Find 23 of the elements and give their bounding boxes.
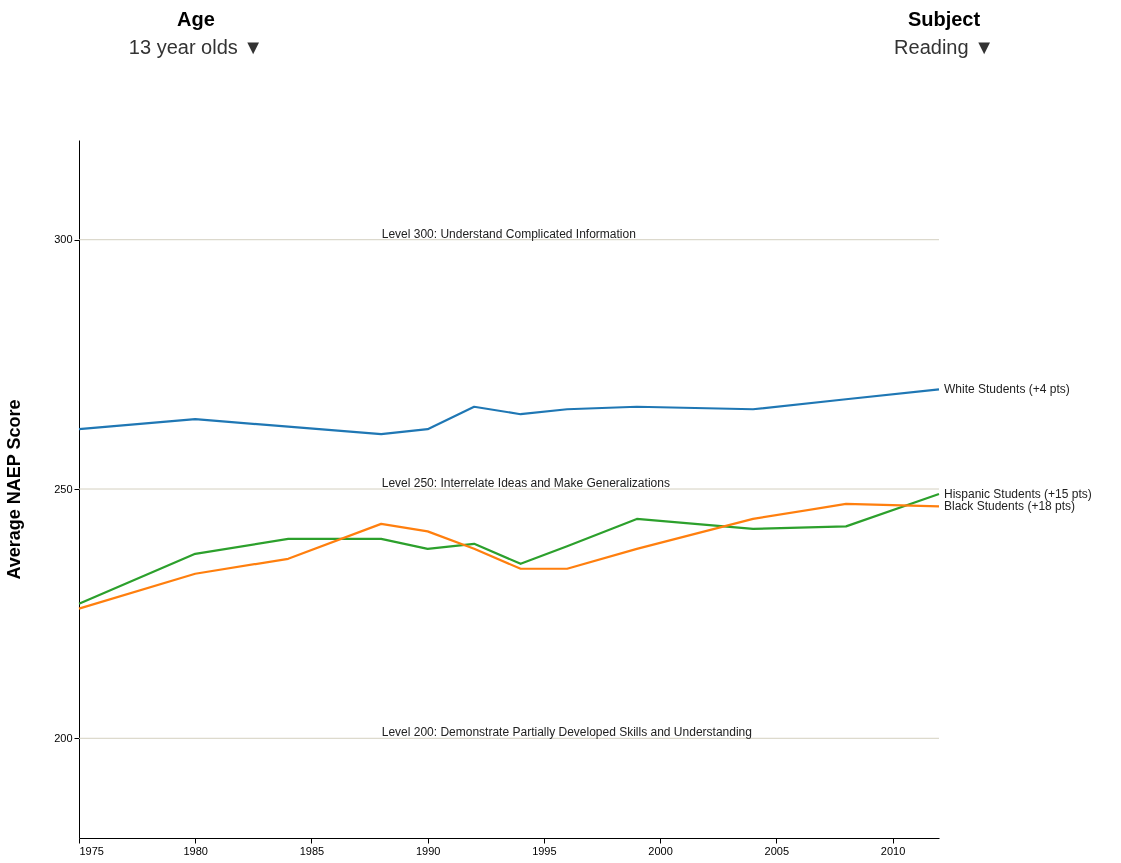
series-label: White Students (+4 pts) — [944, 382, 1070, 397]
line-series — [77, 388, 941, 436]
y-tick-label: 200 — [54, 731, 73, 744]
x-tick-label: 2005 — [764, 844, 790, 857]
x-tick-label: 1995 — [532, 844, 557, 857]
x-tick-label: 1990 — [415, 844, 441, 857]
y-tick-label: 250 — [54, 482, 73, 495]
text: Reading ▼ — [894, 36, 994, 58]
x-tick-label: 1975 — [79, 844, 104, 857]
x-tick-label: 2000 — [648, 844, 673, 857]
text: 13 year olds ▼ — [128, 36, 264, 58]
ref-line-label: Level 300: Understand Complicated Information — [381, 226, 636, 241]
series-label: Black Students (+18 pts) — [944, 499, 1076, 514]
series-label: Hispanic Students (+15 pts) — [944, 486, 1092, 501]
ref-line-label: Level 250: Interrelate Ideas and Make Generalizations — [381, 476, 670, 490]
x-tick-label: 1985 — [299, 844, 325, 857]
x-tick-label: 2010 — [880, 844, 906, 857]
ref-line-label: Level 200: Demonstrate Partially Developed Skills and Understanding — [381, 725, 752, 740]
y-axis-title: Average NAEP Score — [4, 399, 25, 580]
text: Subject — [907, 8, 981, 30]
x-tick-label: 1980 — [183, 844, 208, 857]
y-tick-label: 300 — [54, 233, 73, 246]
text: Age — [177, 8, 215, 30]
